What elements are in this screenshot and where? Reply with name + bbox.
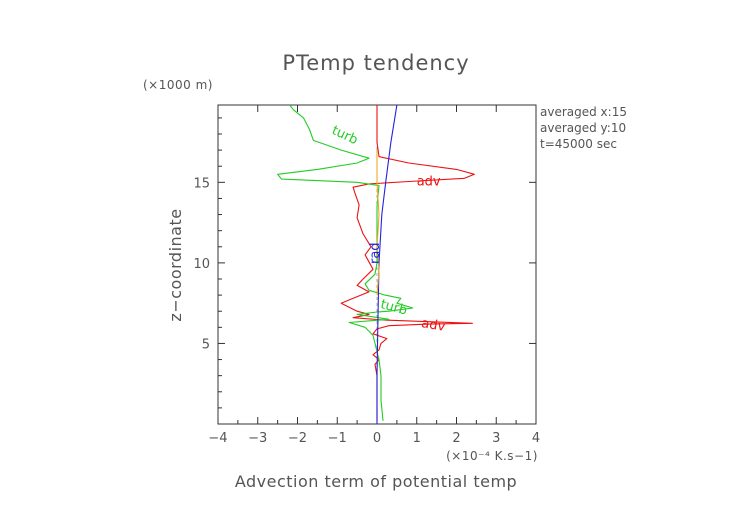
y-tick-label: 15 (193, 176, 210, 191)
x-unit-label: (×10⁻⁴ K.s−1) (446, 449, 538, 463)
x-tick-label: 2 (452, 431, 460, 446)
curve-label-rad: rad (368, 242, 383, 264)
y-tick-label: 10 (193, 257, 210, 272)
info-line-averaged-x: averaged x:15 (540, 105, 627, 119)
series-adv-line (340, 105, 475, 421)
x-tick-label: 1 (413, 431, 421, 446)
x-tick-label: −2 (288, 431, 307, 446)
x-tick-label: 0 (373, 431, 381, 446)
y-tick-label: 5 (202, 337, 210, 352)
x-axis-label: Advection term of potential temp (235, 472, 517, 491)
series-rad-line (376, 104, 398, 424)
y-axis-label: z−coordinate (166, 208, 185, 321)
series-turb-line (277, 104, 414, 421)
x-tick-label: −4 (208, 431, 227, 446)
info-line-time: t=45000 sec (540, 137, 617, 151)
curve-label-turb: turb (379, 297, 409, 318)
curve-label-adv: adv (420, 316, 446, 335)
x-tick-label: 4 (532, 431, 540, 446)
y-unit-label: (×1000 m) (143, 78, 213, 92)
x-tick-label: 3 (492, 431, 500, 446)
chart-title: PTemp tendency (282, 51, 469, 75)
curve-label-turb: turb (329, 123, 360, 148)
x-tick-label: −3 (248, 431, 267, 446)
curve-label-adv: adv (417, 175, 441, 190)
info-line-averaged-y: averaged y:10 (540, 121, 626, 135)
x-tick-label: −1 (328, 431, 347, 446)
series-unnamed-line (376, 150, 380, 296)
